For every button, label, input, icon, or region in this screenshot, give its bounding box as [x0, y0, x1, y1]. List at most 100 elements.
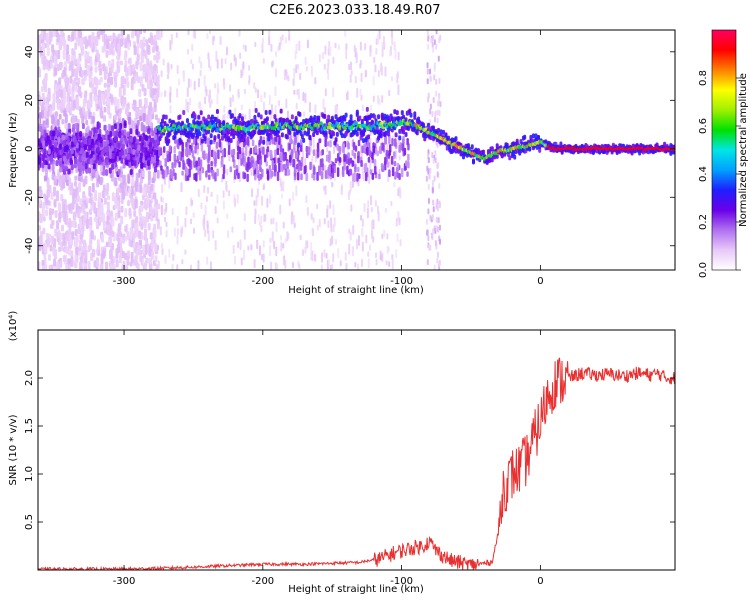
spectrogram-cell: [336, 105, 339, 115]
spectrogram-cell: [292, 158, 296, 168]
spectrogram-cell: [161, 184, 164, 194]
spectrogram-cell: [390, 30, 393, 38]
spectrogram-cell: [160, 165, 163, 171]
spectrogram-cell: [328, 129, 332, 135]
spectrogram-cell: [331, 181, 334, 188]
spectrogram-cell: [285, 161, 289, 167]
spectrogram-cell: [214, 239, 217, 251]
spectrogram-cell: [123, 120, 127, 127]
spectrogram-cell: [70, 148, 74, 155]
spectrogram-cell: [88, 185, 92, 197]
spectrogram-cell: [117, 169, 121, 176]
spectrogram-cell: [523, 134, 527, 140]
spectrogram-cell: [50, 192, 54, 200]
spectrogram-cell: [103, 82, 107, 88]
spectrogram-cell: [326, 208, 329, 218]
spectrogram-cell: [68, 203, 72, 212]
spectrogram-cell: [100, 93, 104, 103]
spectrogram-cell: [42, 227, 46, 235]
spectrogram-cell: [110, 63, 114, 74]
spectrogram-cell: [94, 132, 98, 139]
spectrogram-cell: [127, 153, 131, 160]
spectrogram-cell: [364, 137, 368, 143]
spectrogram-cell: [164, 254, 167, 264]
spectrogram-cell: [240, 141, 243, 148]
spectrogram-cell: [179, 139, 183, 145]
spectrogram-cell: [276, 171, 280, 181]
spectrogram-cell: [304, 93, 307, 104]
spectrogram-cell: [282, 242, 285, 249]
spectrogram-cell: [63, 172, 67, 183]
spectrogram-cell: [88, 111, 92, 119]
spectrogram-cell: [90, 138, 94, 145]
spectrogram-cell: [186, 174, 190, 181]
spectrogram-cell: [360, 118, 364, 124]
spectrogram-cell: [213, 135, 217, 141]
spectrogram-cell: [60, 30, 64, 36]
spectrogram-cell: [377, 33, 380, 45]
spectrogram-cell: [253, 114, 257, 120]
spectrogram-cell: [160, 204, 163, 216]
spectrogram-cell: [481, 149, 485, 155]
spectrogram-cell: [232, 154, 235, 163]
spectrogram-cell: [327, 154, 331, 163]
spectrogram-cell: [140, 163, 144, 170]
spectrogram-cell: [58, 113, 62, 120]
spectrogram-cell: [60, 224, 64, 232]
spectrogram-cell: [365, 106, 369, 112]
spectrogram-cell: [128, 147, 132, 154]
spectrogram-cell: [435, 203, 438, 210]
spectrogram-cell: [279, 204, 282, 215]
spectrogram-cell: [282, 154, 286, 162]
spectrogram-cell: [130, 251, 134, 263]
spectrogram-cell: [268, 95, 271, 106]
spectrogram-cell: [119, 182, 123, 189]
spectrogram-cell: [149, 263, 153, 270]
spectrogram-cell: [352, 141, 356, 151]
spectrogram-cell: [431, 180, 434, 187]
spectrogram-cell: [253, 82, 256, 89]
spectrogram-cell: [133, 190, 137, 197]
spectrogram-cell: [42, 140, 46, 147]
spectrogram-cell: [328, 164, 331, 175]
spectrogram-cell: [374, 64, 377, 73]
spectrogram-cell: [92, 248, 96, 258]
spectrogram-cell: [296, 172, 300, 181]
spectrogram-cell: [116, 200, 120, 207]
spectrogram-cell: [217, 133, 221, 139]
spectrogram-cell: [134, 142, 138, 149]
spectrogram-cell: [438, 36, 441, 43]
spectrogram-cell: [208, 30, 211, 35]
spectrogram-cell: [314, 253, 317, 262]
spectrogram-cell: [140, 39, 144, 50]
spectrogram-cell: [280, 241, 283, 252]
spectrogram-cell: [329, 264, 332, 270]
spectrogram-cell: [129, 128, 133, 135]
spectrogram-cell: [117, 43, 121, 52]
spectrogram-cell: [437, 217, 440, 224]
spectrogram-cell: [146, 195, 150, 206]
spectrogram-cell: [227, 145, 231, 155]
spectrogram-cell: [381, 46, 384, 58]
spectrogram-cell: [390, 76, 393, 82]
spectrogram-cell: [378, 98, 381, 106]
spectrogram-cell: [258, 245, 261, 256]
spectrogram-cell: [165, 229, 168, 238]
spectrogram-cell: [80, 142, 84, 149]
spectrogram-cell: [365, 120, 369, 126]
spectrogram-cell: [339, 260, 342, 267]
spectrogram-cell: [57, 229, 61, 238]
spectrogram-cell: [149, 101, 153, 112]
spectrogram-cell: [360, 159, 363, 167]
spectrogram-cell: [438, 261, 441, 268]
spectrogram-cell: [303, 111, 306, 118]
spectrogram-cell: [268, 35, 271, 46]
spectrogram-cell: [295, 64, 298, 74]
spectrogram-cell: [162, 114, 166, 120]
spectrogram-cell: [208, 174, 211, 181]
spectrogram-cell: [115, 110, 119, 117]
spectrogram-cell: [427, 43, 430, 50]
spectrogram-cell: [82, 215, 86, 226]
spectrogram-cell: [147, 160, 151, 167]
